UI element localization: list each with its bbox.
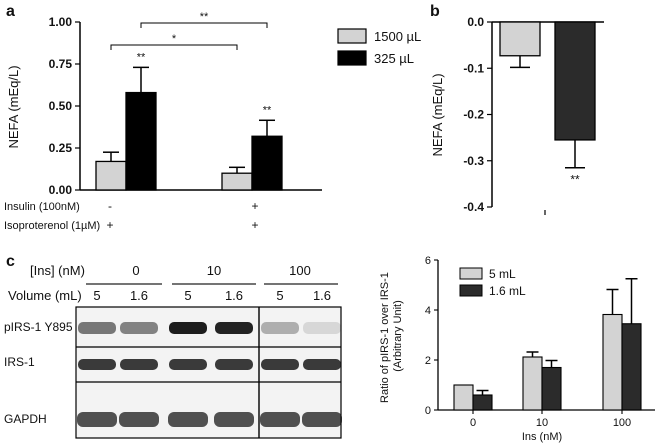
chart-c-bar (602, 313, 623, 411)
panel-c-label: c (6, 253, 15, 270)
blot-band-pirs1 (78, 322, 116, 334)
chart-c-bar (541, 366, 562, 411)
chart-a-condition-value: + (251, 218, 258, 232)
blot-band-gapdh (119, 412, 159, 427)
panel-b-label: b (430, 3, 440, 20)
chart-c-bar (472, 394, 493, 411)
blot-band-irs1 (261, 359, 299, 370)
blot-band-gapdh (214, 412, 254, 427)
blot-band-gapdh (260, 412, 300, 427)
blot-volume: 5 (184, 288, 191, 303)
western-blot: [Ins] (nM) Volume (mL) 0 10 100 5 1.6 5 … (4, 263, 342, 439)
chart-a: NEFA (mEq/L) 0.000.250.500.751.00*******… (4, 11, 421, 232)
blot-volume: 5 (276, 288, 283, 303)
blot-band-pirs1 (120, 322, 158, 334)
chart-a-y-tick-label: 0.75 (49, 57, 73, 71)
chart-a-condition-label: Isoproterenol (1µM) (4, 220, 100, 232)
chart-b: NEFA (mEq/L) 0.0 -0.1 -0.2 -0.3 -0.4 ** (430, 15, 604, 215)
blot-band-irs1 (215, 359, 253, 370)
chart-b-y-tick-label: 0.0 (467, 15, 484, 29)
blot-band-irs1 (78, 359, 116, 370)
chart-c-x-tick-label: 100 (613, 417, 631, 429)
chart-c-ylabel: Ratio of pIRS-1 over IRS-1 (Arbitrary Un… (379, 269, 404, 403)
chart-c-bar (621, 323, 642, 411)
chart-a-condition-value: + (106, 218, 113, 232)
blot-band-irs1 (169, 359, 207, 370)
chart-a-y-tick-label: 0.00 (49, 183, 73, 197)
blot-band-irs1 (120, 359, 158, 370)
blot-ins-group: 100 (289, 263, 311, 278)
chart-a-bar (251, 135, 283, 191)
chart-a-significance-bracket (110, 44, 238, 50)
chart-a-bar (125, 91, 157, 191)
chart-a-significance-bracket (140, 22, 268, 28)
chart-b-ylabel: NEFA (mEq/L) (430, 73, 445, 156)
chart-c-y-tick-label: 6 (425, 255, 431, 267)
chart-c-bar (522, 356, 543, 411)
chart-c-legend-swatch (459, 284, 483, 297)
chart-a-y-tick-label: 0.25 (49, 141, 73, 155)
chart-a-y-tick-label: 0.50 (49, 99, 73, 113)
chart-a-y-tick-label: 1.00 (49, 15, 73, 29)
blot-band-gapdh (302, 412, 342, 427)
blot-ins-group: 0 (132, 263, 139, 278)
chart-c-legend-label: 5 mL (489, 267, 516, 281)
blot-ins-label: [Ins] (nM) (30, 263, 85, 278)
chart-c-legend-swatch (459, 267, 483, 280)
chart-b-bar (554, 21, 596, 141)
blot-row-label: pIRS-1 Y895 (4, 320, 73, 334)
chart-a-legend-label: 1500 µL (374, 29, 421, 44)
chart-a-condition-value: + (251, 199, 258, 213)
chart-b-y-tick-label: -0.2 (463, 108, 484, 122)
chart-c-legend-label: 1.6 mL (489, 284, 526, 298)
chart-a-significance-label: ** (263, 104, 272, 116)
blot-band-gapdh (77, 412, 117, 427)
blot-volume: 1.6 (313, 288, 331, 303)
chart-a-significance-label: * (172, 33, 177, 45)
blot-volume: 1.6 (130, 288, 148, 303)
chart-a-ylabel: NEFA (mEq/L) (6, 65, 21, 148)
chart-c-y-tick-label: 0 (425, 405, 431, 417)
chart-b-y-tick-label: -0.1 (463, 61, 484, 75)
blot-volume-label: Volume (mL) (8, 288, 82, 303)
panel-a-label: a (6, 3, 15, 20)
chart-a-legend-label: 325 µL (374, 51, 414, 66)
chart-b-y-tick-label: -0.4 (463, 200, 484, 214)
blot-ins-group: 10 (207, 263, 221, 278)
chart-a-legend-swatch (337, 28, 367, 44)
blot-band-irs1 (303, 359, 341, 370)
blot-band-pirs1 (261, 322, 299, 334)
chart-a-condition-label: Insulin (100nM) (4, 201, 80, 213)
blot-volume: 1.6 (225, 288, 243, 303)
blot-row-label: GAPDH (4, 412, 47, 426)
chart-b-y-tick-label: -0.3 (463, 154, 484, 168)
blot-band-gapdh (168, 412, 208, 427)
chart-c-ylabel-line: Ratio of pIRS-1 over IRS-1 (379, 272, 391, 403)
chart-a-significance-label: ** (200, 11, 209, 23)
chart-a-bar (95, 160, 127, 191)
chart-c: Ratio of pIRS-1 over IRS-1 (Arbitrary Un… (379, 255, 655, 443)
blot-band-pirs1 (303, 322, 341, 334)
chart-c-ylabel-line: (Arbitrary Unit) (392, 300, 404, 372)
chart-b-bar (499, 21, 541, 57)
blot-volume: 5 (93, 288, 100, 303)
blot-row-label: IRS-1 (4, 355, 35, 369)
chart-a-bar (221, 172, 253, 191)
chart-b-significance-label: ** (570, 173, 580, 187)
chart-c-bar (453, 384, 474, 411)
blot-band-pirs1 (169, 322, 207, 334)
chart-c-y-tick-label: 2 (425, 355, 431, 367)
blot-band-pirs1 (215, 322, 253, 334)
chart-a-legend-swatch (337, 50, 367, 66)
chart-c-y-tick-label: 4 (425, 305, 431, 317)
chart-a-condition-value: - (108, 199, 112, 213)
chart-c-x-tick-label: 10 (536, 417, 548, 429)
chart-c-xlabel: Ins (nM) (522, 431, 562, 443)
chart-a-significance-label: ** (137, 51, 146, 63)
chart-c-x-tick-label: 0 (470, 417, 476, 429)
